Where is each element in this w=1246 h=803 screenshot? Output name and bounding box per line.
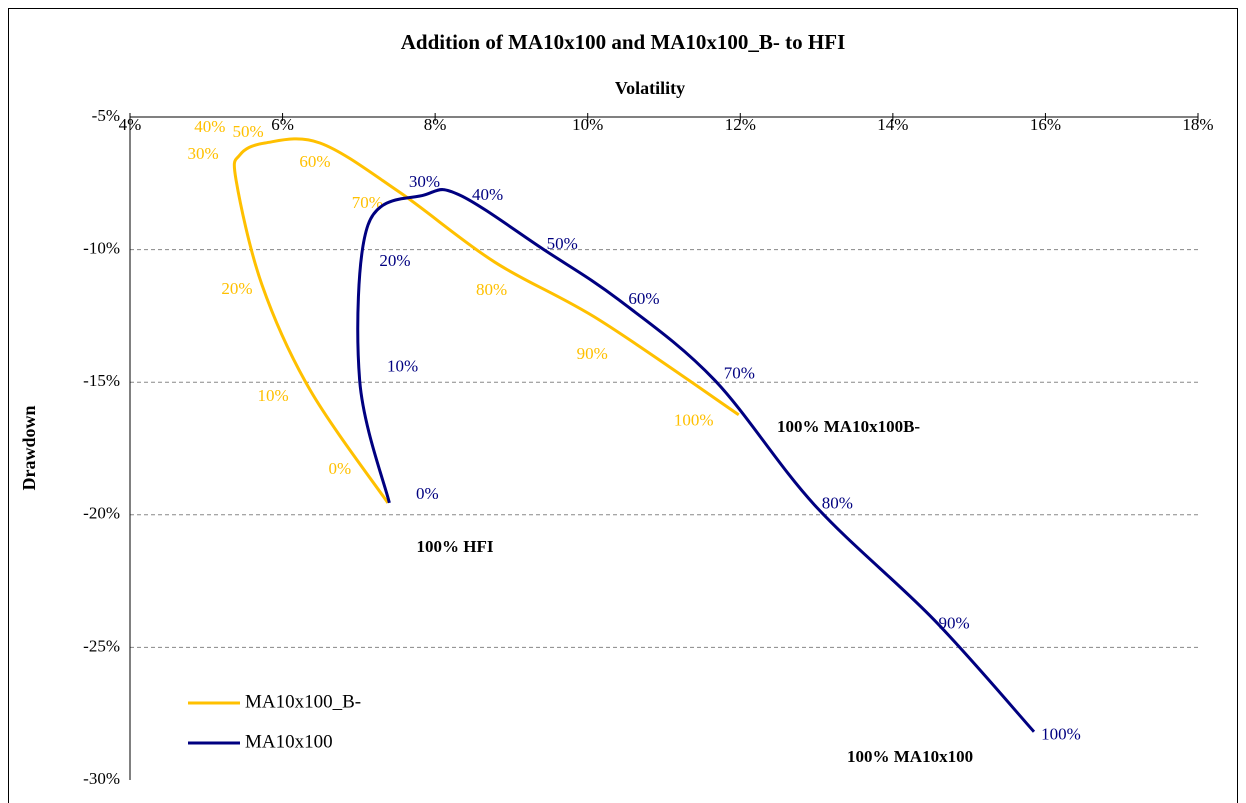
y-tick-label: -30% <box>83 769 120 788</box>
point-label: 50% <box>547 234 578 253</box>
point-label: 80% <box>476 280 507 299</box>
annotation: 100% MA10x100B- <box>777 417 920 436</box>
y-tick-label: -10% <box>83 239 120 258</box>
point-label: 0% <box>416 484 439 503</box>
point-label: 30% <box>409 172 440 191</box>
point-label: 90% <box>938 614 969 633</box>
point-label: 100% <box>1041 725 1081 744</box>
chart-frame <box>8 8 1238 803</box>
point-label: 70% <box>724 364 755 383</box>
point-label: 30% <box>187 144 218 163</box>
point-label: 20% <box>379 251 410 270</box>
point-label: 50% <box>232 122 263 141</box>
x-tick-label: 10% <box>572 115 603 134</box>
legend-label: MA10x100_B- <box>245 691 361 712</box>
point-label: 10% <box>387 357 418 376</box>
y-tick-label: -20% <box>83 504 120 523</box>
point-label: 20% <box>221 279 252 298</box>
annotation: 100% HFI <box>417 537 494 556</box>
x-tick-label: 6% <box>271 115 294 134</box>
x-axis-label: Volatility <box>615 78 685 98</box>
annotation: 100% MA10x100 <box>847 747 973 766</box>
y-tick-label: -15% <box>83 371 120 390</box>
series-line <box>356 188 1036 733</box>
x-tick-label: 12% <box>725 115 756 134</box>
point-label: 100% <box>674 411 714 430</box>
y-axis-label: Drawdown <box>19 405 39 490</box>
point-label: 90% <box>577 344 608 363</box>
point-label: 60% <box>628 289 659 308</box>
series-line <box>232 137 740 504</box>
chart-title: Addition of MA10x100 and MA10x100_B- to … <box>401 30 846 54</box>
point-label: 40% <box>194 117 225 136</box>
x-tick-label: 14% <box>877 115 908 134</box>
point-label: 0% <box>329 459 352 478</box>
point-label: 10% <box>257 386 288 405</box>
point-label: 70% <box>352 193 383 212</box>
y-tick-label: -25% <box>83 636 120 655</box>
point-label: 80% <box>822 494 853 513</box>
point-label: 40% <box>472 185 503 204</box>
y-tick-label: -5% <box>92 106 120 125</box>
x-tick-label: 18% <box>1182 115 1213 134</box>
x-tick-label: 16% <box>1030 115 1061 134</box>
x-tick-label: 8% <box>424 115 447 134</box>
legend-label: MA10x100 <box>245 731 333 752</box>
point-label: 60% <box>299 152 330 171</box>
